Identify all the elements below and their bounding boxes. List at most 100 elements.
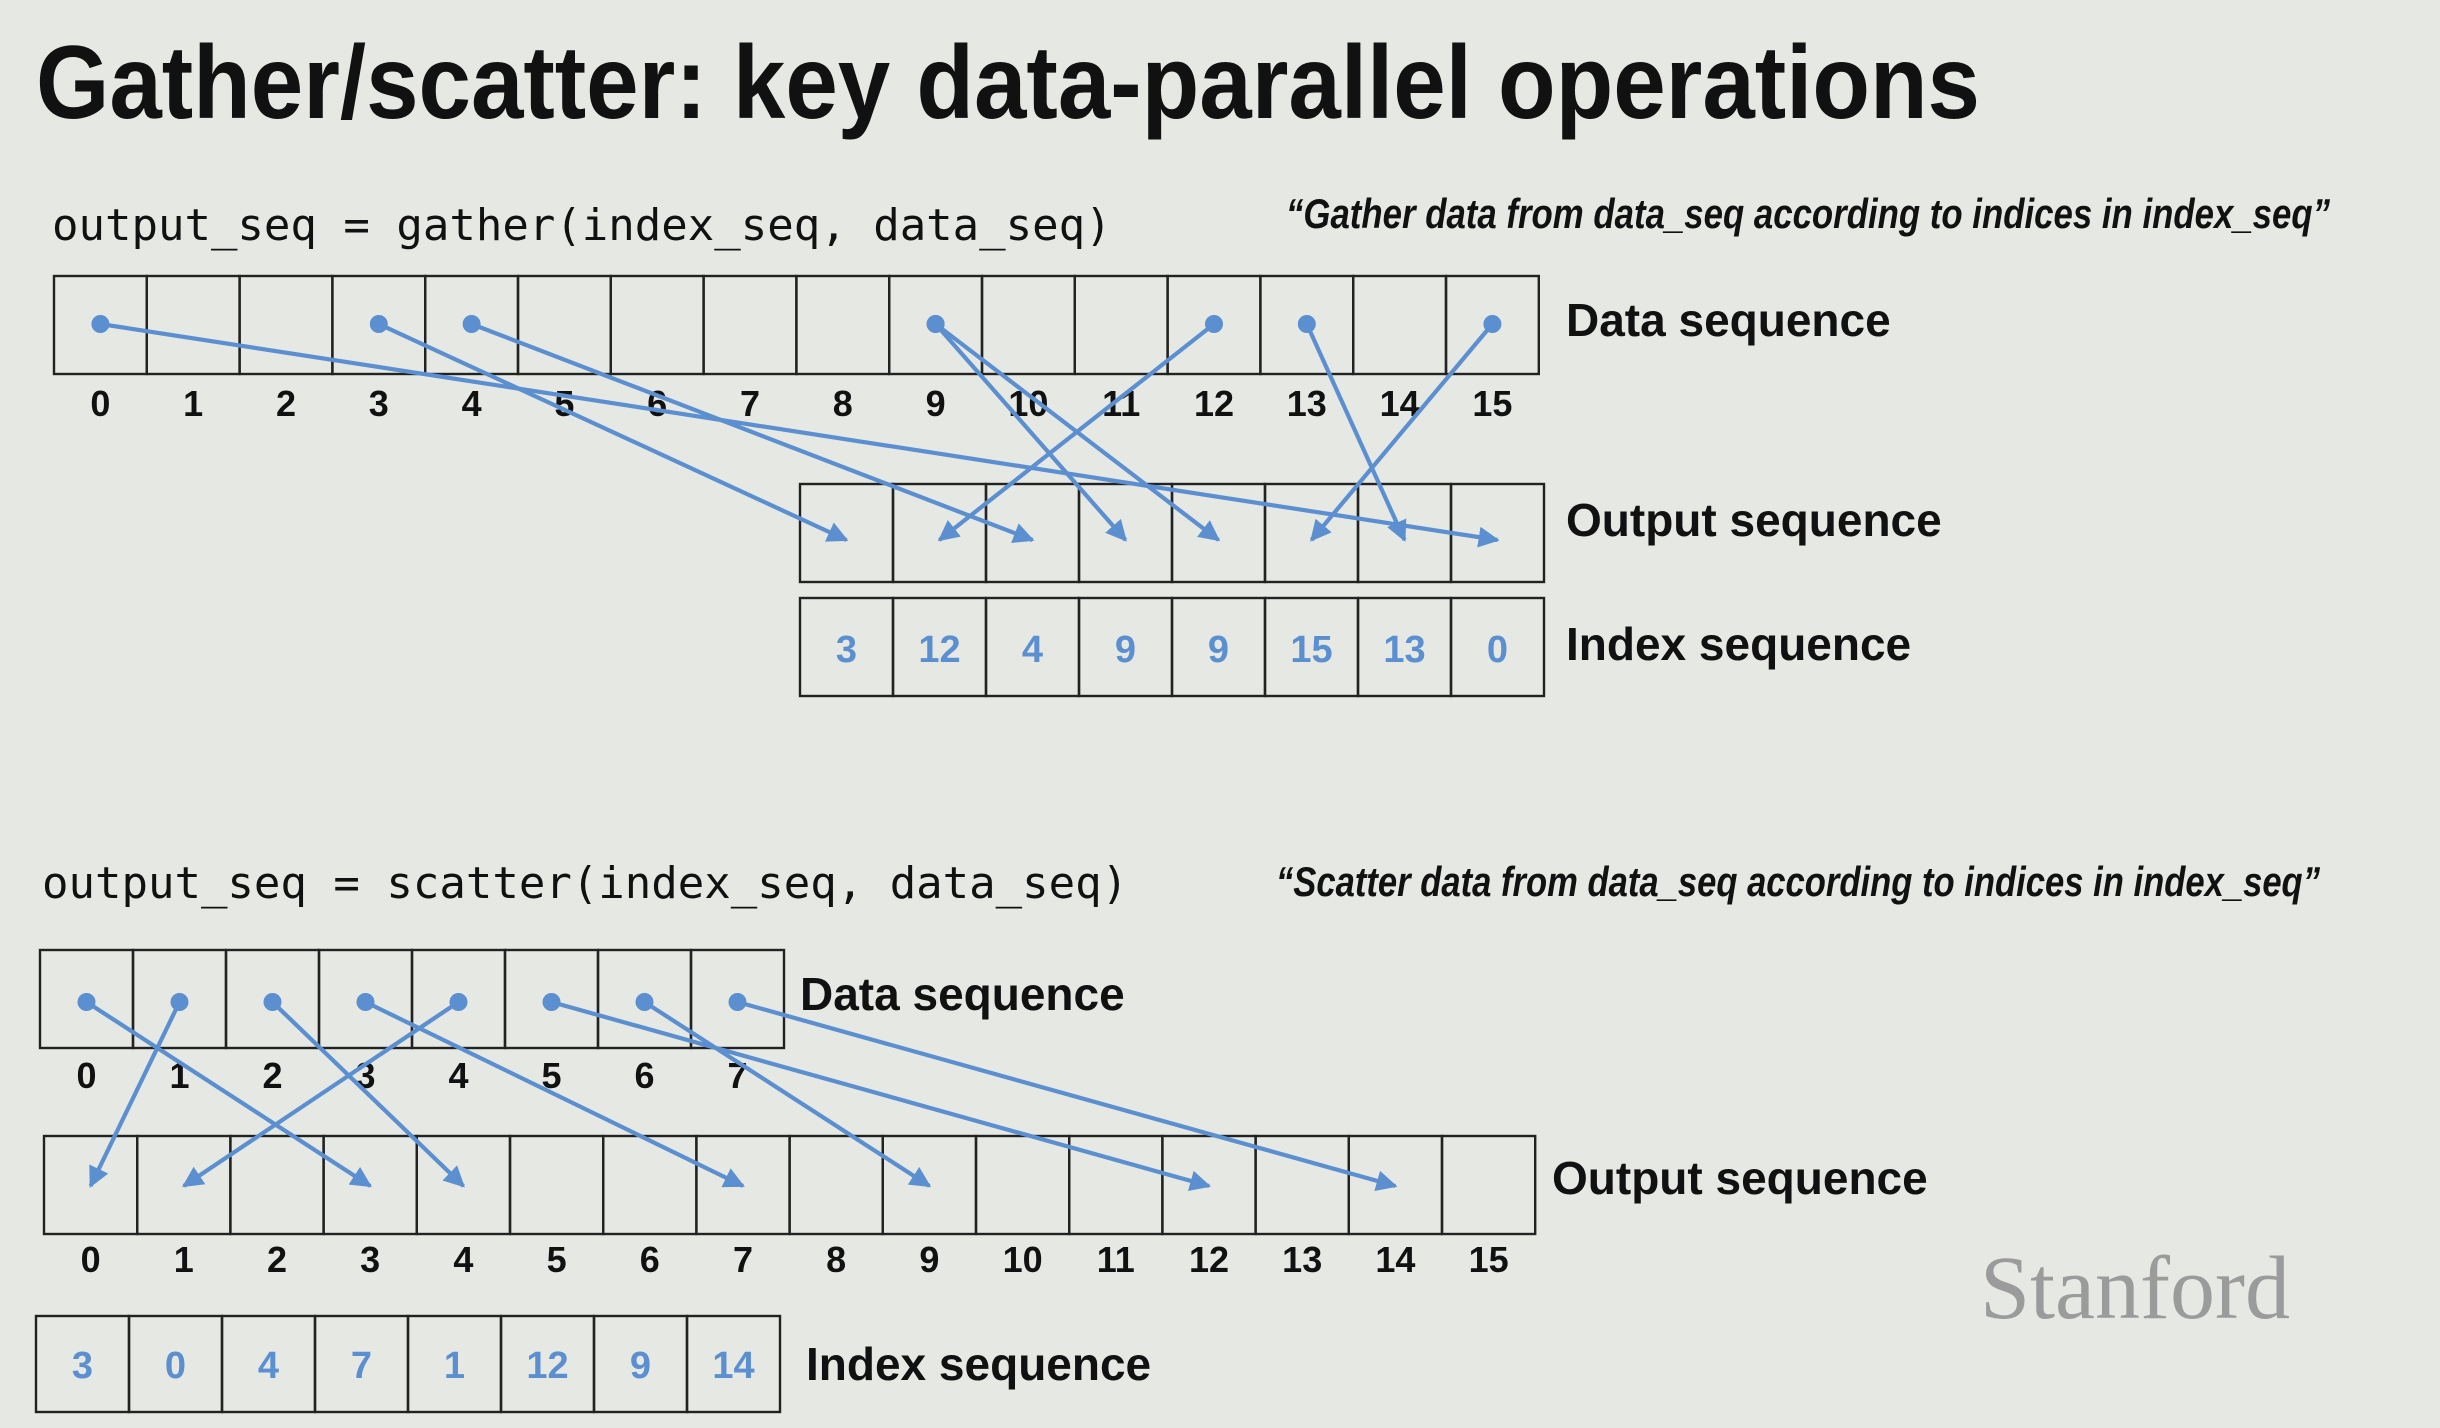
scatter-output-tick-10: 10 bbox=[1003, 1239, 1043, 1280]
scatter-data-label: Data sequence bbox=[800, 968, 1125, 1020]
gather-code: output_seq = gather(index_seq, data_seq) bbox=[52, 200, 1112, 251]
scatter-index-value-5: 12 bbox=[526, 1345, 568, 1387]
gather-arrow-4 bbox=[926, 315, 1221, 542]
gather-data-cell-7 bbox=[702, 274, 798, 376]
scatter-output-tick-2: 2 bbox=[267, 1239, 287, 1280]
scatter-index-value-7: 14 bbox=[712, 1345, 754, 1387]
gather-data-tick-0: 0 bbox=[90, 383, 110, 424]
scatter-output-tick-11: 11 bbox=[1097, 1239, 1135, 1280]
scatter-output-cell-2 bbox=[229, 1134, 325, 1236]
gather-index-value-1: 12 bbox=[918, 629, 960, 671]
gather-index-value-2: 4 bbox=[1022, 629, 1043, 671]
gather-data-cell-14 bbox=[1351, 274, 1448, 376]
scatter-output-tick-3: 3 bbox=[360, 1239, 380, 1280]
scatter-index-value-3: 7 bbox=[351, 1345, 372, 1387]
gather-data-cell-15 bbox=[1444, 274, 1541, 376]
gather-output-cell-1 bbox=[891, 482, 988, 584]
gather-data-tick-6: 6 bbox=[647, 383, 667, 424]
scatter-index-value-4: 1 bbox=[444, 1345, 465, 1387]
scatter-data-tick-5: 5 bbox=[541, 1055, 561, 1096]
gather-index-value-4: 9 bbox=[1208, 629, 1229, 671]
scatter-output-ticks: 0 1 2 3 4 5 6 7 8 9 10 11 12 13 14 15 bbox=[81, 1239, 1509, 1280]
gather-data-ticks: 0 1 2 3 4 5 6 7 8 9 10 11 12 13 14 15 bbox=[90, 383, 1512, 424]
scatter-index-value-6: 9 bbox=[630, 1345, 651, 1387]
scatter-index-value-1: 0 bbox=[165, 1345, 186, 1387]
gather-data-label: Data sequence bbox=[1566, 294, 1891, 346]
gather-output-cell-0 bbox=[798, 482, 895, 584]
gather-output-label: Output sequence bbox=[1566, 494, 1942, 546]
scatter-output-tick-0: 0 bbox=[81, 1239, 101, 1280]
scatter-arrow-1 bbox=[88, 993, 189, 1188]
gather-data-cell-8 bbox=[795, 274, 891, 376]
slide-title: Gather/scatter: key data-parallel operat… bbox=[36, 25, 1980, 141]
gather-data-tick-12: 12 bbox=[1194, 383, 1234, 424]
gather-data-tick-15: 15 bbox=[1472, 383, 1512, 424]
scatter-data-cell-7 bbox=[689, 948, 786, 1050]
scatter-arrows bbox=[77, 993, 1398, 1192]
scatter-arrow-2 bbox=[263, 993, 465, 1188]
gather-index-value-7: 0 bbox=[1487, 629, 1508, 671]
gather-index-sequence: 3 12 4 9 9 15 13 0 bbox=[798, 596, 1546, 698]
gather-data-tick-1: 1 bbox=[183, 383, 203, 424]
gather-data-cell-10 bbox=[980, 274, 1077, 376]
gather-arrow-2 bbox=[462, 315, 1035, 544]
scatter-data-sequence bbox=[38, 948, 786, 1050]
scatter-output-tick-12: 12 bbox=[1189, 1239, 1229, 1280]
scatter-output-cell-5 bbox=[508, 1134, 605, 1236]
scatter-output-tick-6: 6 bbox=[640, 1239, 660, 1280]
gather-data-cell-11 bbox=[1073, 274, 1169, 376]
gather-data-cell-6 bbox=[609, 274, 705, 376]
scatter-data-tick-0: 0 bbox=[76, 1055, 96, 1096]
gather-output-cell-2 bbox=[984, 482, 1081, 584]
scatter-code: output_seq = scatter(index_seq, data_seq… bbox=[42, 858, 1128, 909]
scatter-index-sequence: 3 0 4 7 1 12 9 14 bbox=[34, 1314, 782, 1414]
scatter-output-cell-15 bbox=[1440, 1134, 1537, 1236]
scatter-arrow-6 bbox=[635, 993, 932, 1188]
gather-output-cell-3 bbox=[1077, 482, 1174, 584]
gather-index-value-6: 13 bbox=[1383, 629, 1425, 671]
scatter-index-value-0: 3 bbox=[72, 1345, 93, 1387]
gather-arrow-7 bbox=[91, 315, 1500, 548]
scatter-arrow-4 bbox=[182, 993, 468, 1188]
scatter-output-cell-10 bbox=[974, 1134, 1071, 1236]
gather-data-tick-11: 11 bbox=[1102, 383, 1140, 424]
scatter-index-value-2: 4 bbox=[258, 1345, 279, 1387]
scatter-arrow-7 bbox=[728, 993, 1398, 1192]
scatter-arrow-5 bbox=[542, 993, 1212, 1192]
stanford-logo: Stanford bbox=[1980, 1239, 2290, 1338]
gather-data-tick-8: 8 bbox=[833, 383, 853, 424]
gather-index-value-0: 3 bbox=[836, 629, 857, 671]
gather-data-cell-1 bbox=[145, 274, 241, 376]
scatter-output-tick-8: 8 bbox=[826, 1239, 846, 1280]
scatter-output-cell-6 bbox=[602, 1134, 698, 1236]
scatter-output-tick-13: 13 bbox=[1282, 1239, 1322, 1280]
gather-index-cell-7 bbox=[1449, 596, 1546, 698]
gather-data-tick-9: 9 bbox=[926, 383, 946, 424]
gather-data-tick-3: 3 bbox=[369, 383, 389, 424]
scatter-output-tick-14: 14 bbox=[1375, 1239, 1415, 1280]
scatter-arrow-0 bbox=[77, 993, 372, 1188]
gather-data-sequence bbox=[52, 274, 1541, 376]
gather-data-tick-7: 7 bbox=[740, 383, 760, 424]
gather-index-value-3: 9 bbox=[1115, 629, 1136, 671]
scatter-output-tick-15: 15 bbox=[1469, 1239, 1509, 1280]
scatter-output-label: Output sequence bbox=[1552, 1152, 1928, 1204]
gather-arrows bbox=[91, 315, 1502, 548]
gather-data-tick-13: 13 bbox=[1287, 383, 1327, 424]
gather-arrow-0 bbox=[369, 315, 849, 542]
gather-data-tick-5: 5 bbox=[554, 383, 574, 424]
scatter-data-tick-2: 2 bbox=[262, 1055, 282, 1096]
scatter-quote: “Scatter data from data_seq according to… bbox=[1276, 858, 2320, 905]
scatter-output-tick-5: 5 bbox=[547, 1239, 567, 1280]
scatter-output-tick-9: 9 bbox=[919, 1239, 939, 1280]
gather-arrow-5 bbox=[1309, 315, 1502, 542]
scatter-output-tick-1: 1 bbox=[174, 1239, 194, 1280]
scatter-index-cell-7 bbox=[685, 1314, 782, 1414]
scatter-arrow-3 bbox=[356, 993, 745, 1188]
scatter-data-tick-6: 6 bbox=[634, 1055, 654, 1096]
gather-data-tick-2: 2 bbox=[276, 383, 296, 424]
gather-quote: “Gather data from data_seq according to … bbox=[1286, 190, 2330, 237]
scatter-output-cell-8 bbox=[788, 1134, 884, 1236]
gather-output-cell-6 bbox=[1356, 482, 1453, 584]
